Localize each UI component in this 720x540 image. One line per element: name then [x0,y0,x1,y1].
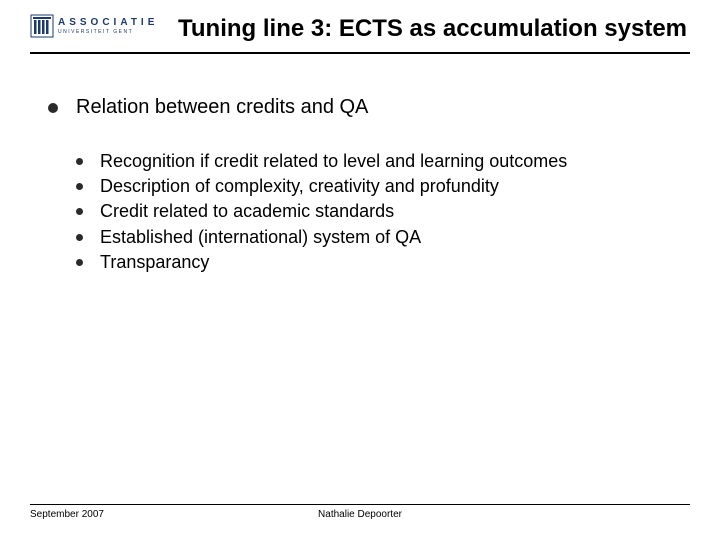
footer-spacer [470,509,690,520]
list-item: Description of complexity, creativity an… [76,174,680,199]
header: ASSOCIATIE UNIVERSITEIT GENT Tuning line… [0,0,720,44]
list-item-text: Description of complexity, creativity an… [100,176,499,196]
bullet-list-lvl1: Relation between credits and QA [48,94,680,121]
list-item: Established (international) system of QA [76,225,680,250]
logo-box: ASSOCIATIE UNIVERSITEIT GENT [30,14,170,38]
footer-row: September 2007 Nathalie Depoorter [30,509,690,520]
list-item: Credit related to academic standards [76,199,680,224]
footer-rule [30,504,690,505]
slide-title: Tuning line 3: ECTS as accumulation syst… [178,14,687,44]
logo-line1: ASSOCIATIE [58,18,158,28]
bullet-list-lvl2: Recognition if credit related to level a… [76,149,680,275]
list-item-text: Relation between credits and QA [76,96,368,118]
slide: ASSOCIATIE UNIVERSITEIT GENT Tuning line… [0,0,720,540]
list-item: Transparancy [76,250,680,275]
list-item-text: Established (international) system of QA [100,227,421,247]
logo-columns-icon [30,14,54,38]
list-item-text: Recognition if credit related to level a… [100,151,567,171]
footer-author: Nathalie Depoorter [250,509,470,520]
list-item: Relation between credits and QA [48,94,680,121]
footer-date: September 2007 [30,509,250,520]
list-item-text: Credit related to academic standards [100,201,394,221]
logo: ASSOCIATIE UNIVERSITEIT GENT [30,14,170,38]
footer: September 2007 Nathalie Depoorter [0,504,720,520]
sub-list-wrap: Recognition if credit related to level a… [48,149,680,275]
list-item: Recognition if credit related to level a… [76,149,680,174]
list-item-text: Transparancy [100,252,209,272]
body: Relation between credits and QA Recognit… [0,54,720,275]
logo-text: ASSOCIATIE UNIVERSITEIT GENT [58,18,158,35]
logo-line2: UNIVERSITEIT GENT [58,30,158,35]
header-row: ASSOCIATIE UNIVERSITEIT GENT Tuning line… [30,14,690,44]
